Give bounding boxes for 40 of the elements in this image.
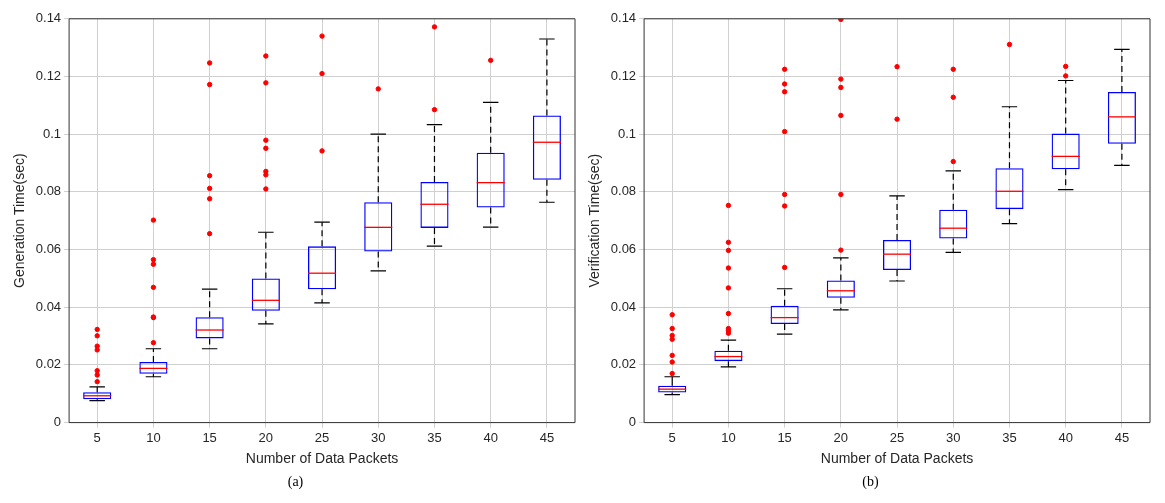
y-tick-label: 0.08 — [35, 183, 62, 199]
y-tick-label: 0.08 — [610, 183, 637, 199]
x-axis-title: Number of Data Packets — [820, 450, 974, 467]
x-tick-label: 40 — [483, 429, 498, 445]
x-tick-label: 30 — [371, 429, 386, 445]
x-tick-label: 45 — [539, 429, 555, 445]
y-tick-label: 0.02 — [610, 356, 637, 372]
x-tick-label: 20 — [833, 429, 849, 445]
y-axis-title: Generation Time(sec) — [11, 153, 28, 288]
x-axis-title: Number of Data Packets — [245, 450, 399, 467]
y-tick-label: 0 — [628, 414, 637, 430]
y-tick-label: 0.04 — [610, 298, 637, 314]
y-axis-title: Verification Time(sec) — [586, 153, 603, 288]
x-tick-label: 20 — [258, 429, 274, 445]
y-tick-label: 0.04 — [35, 298, 62, 314]
text: (a) — [287, 474, 304, 490]
x-tick-label: 25 — [314, 429, 330, 445]
y-tick-label: 0.14 — [610, 10, 637, 26]
y-tick-label: 0.06 — [35, 241, 62, 257]
x-tick-label: 10 — [146, 429, 161, 445]
x-tick-label: 35 — [427, 429, 442, 445]
text: (b) — [862, 474, 879, 490]
y-tick-label: 0.14 — [35, 10, 62, 26]
x-tick-label: 30 — [946, 429, 961, 445]
y-tick-label: 0.12 — [610, 68, 637, 84]
x-tick-label: 10 — [721, 429, 736, 445]
y-tick-label: 0.12 — [35, 68, 62, 84]
x-tick-label: 35 — [1002, 429, 1017, 445]
y-tick-label: 0.1 — [43, 125, 62, 141]
y-tick-label: 0 — [53, 414, 62, 430]
x-tick-label: 45 — [1114, 429, 1130, 445]
x-tick-label: 5 — [668, 429, 676, 445]
y-tick-label: 0.06 — [610, 241, 637, 257]
x-tick-label: 15 — [777, 429, 792, 445]
y-tick-label: 0.1 — [618, 125, 637, 141]
x-tick-label: 25 — [889, 429, 905, 445]
y-tick-label: 0.02 — [35, 356, 62, 372]
x-tick-label: 5 — [93, 429, 101, 445]
x-tick-label: 40 — [1058, 429, 1073, 445]
x-tick-label: 15 — [202, 429, 217, 445]
